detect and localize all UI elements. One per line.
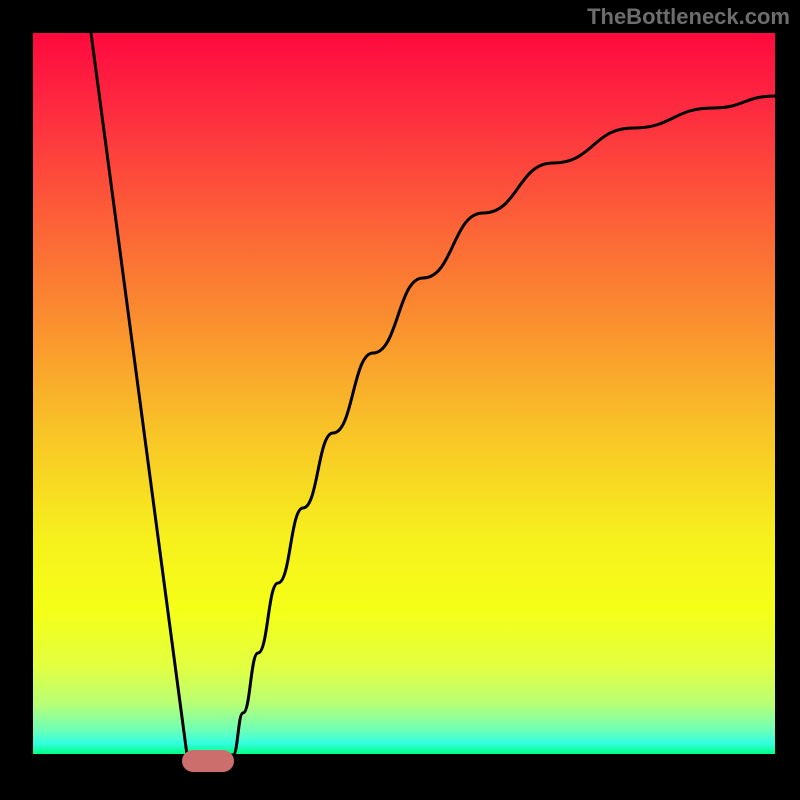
watermark-text: TheBottleneck.com: [587, 4, 790, 30]
bottleneck-curve: [0, 0, 800, 800]
valley-marker: [182, 750, 234, 772]
